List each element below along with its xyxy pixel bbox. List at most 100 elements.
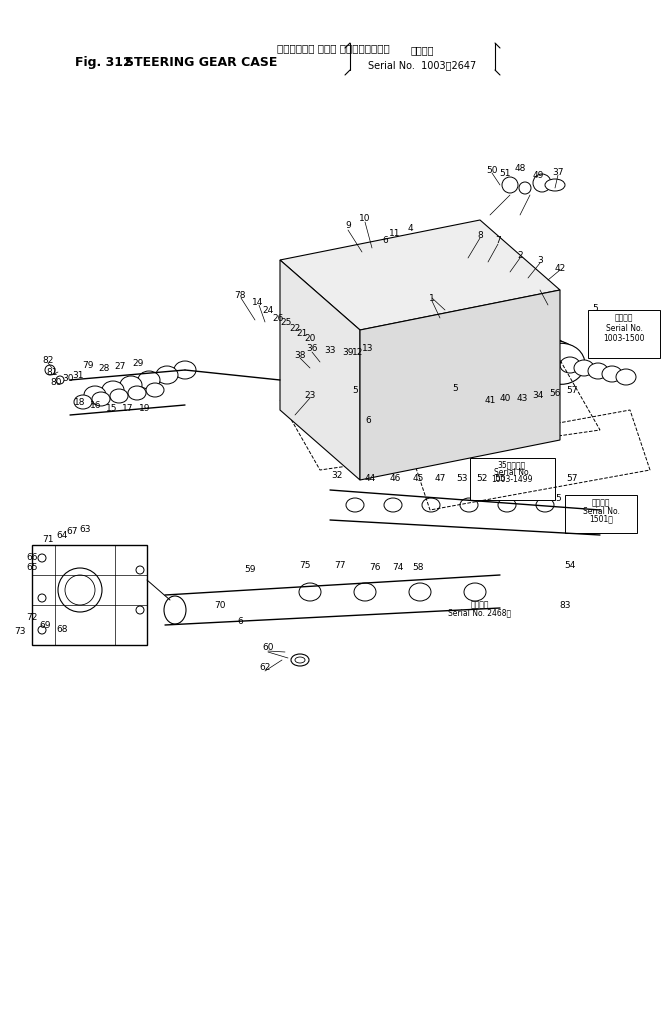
- Text: 35適用号機: 35適用号機: [498, 460, 526, 469]
- Ellipse shape: [120, 376, 142, 394]
- Text: 53: 53: [456, 474, 468, 483]
- Text: 34: 34: [532, 390, 544, 400]
- Text: 71: 71: [42, 535, 54, 545]
- Text: 31: 31: [72, 370, 84, 379]
- Ellipse shape: [523, 338, 574, 381]
- Text: 82: 82: [42, 356, 53, 364]
- Text: 37: 37: [552, 167, 564, 176]
- Text: 78: 78: [234, 290, 245, 299]
- Text: 25: 25: [280, 317, 291, 327]
- Text: 32: 32: [331, 470, 343, 480]
- Text: 57: 57: [566, 385, 578, 394]
- Text: 69: 69: [39, 621, 51, 630]
- Text: 47: 47: [434, 474, 446, 483]
- Text: 42: 42: [554, 264, 566, 273]
- Text: 8: 8: [477, 230, 483, 239]
- Text: 36: 36: [306, 344, 317, 353]
- Text: 10: 10: [360, 214, 371, 222]
- Text: 38: 38: [294, 351, 305, 360]
- Circle shape: [56, 376, 64, 384]
- Text: 83: 83: [559, 600, 571, 609]
- Text: 65: 65: [26, 564, 38, 573]
- Text: 54: 54: [564, 561, 576, 570]
- Text: 適用号機: 適用号機: [615, 313, 633, 322]
- Text: 79: 79: [82, 361, 94, 369]
- Ellipse shape: [588, 363, 608, 379]
- Text: Fig. 312: Fig. 312: [75, 56, 132, 69]
- Text: 51: 51: [500, 168, 511, 177]
- Text: 66: 66: [26, 554, 38, 563]
- Text: STEERING GEAR CASE: STEERING GEAR CASE: [125, 56, 277, 69]
- Ellipse shape: [354, 583, 376, 601]
- Ellipse shape: [574, 360, 594, 376]
- Ellipse shape: [464, 583, 486, 601]
- Text: 50: 50: [486, 165, 498, 174]
- Text: 52: 52: [476, 474, 488, 483]
- Ellipse shape: [409, 583, 431, 601]
- Text: 46: 46: [390, 474, 401, 483]
- Text: 適用号機: 適用号機: [410, 45, 434, 55]
- Text: 29: 29: [132, 359, 143, 367]
- Text: 23: 23: [304, 390, 315, 400]
- Ellipse shape: [602, 366, 622, 382]
- Text: 26: 26: [272, 313, 283, 322]
- Text: 60: 60: [262, 644, 273, 652]
- Text: 6: 6: [237, 618, 243, 627]
- Text: 56: 56: [549, 388, 561, 397]
- Ellipse shape: [348, 252, 412, 277]
- Text: 1003-1499: 1003-1499: [492, 475, 533, 484]
- Text: 19: 19: [139, 404, 151, 413]
- Text: ステアリング ギヤー ケース（適用号機: ステアリング ギヤー ケース（適用号機: [277, 43, 390, 53]
- Text: Serial No.: Serial No.: [494, 467, 530, 477]
- Text: 62: 62: [259, 663, 271, 672]
- Text: 22: 22: [289, 323, 301, 333]
- Ellipse shape: [530, 341, 580, 382]
- Text: 59: 59: [244, 566, 255, 575]
- Text: 30: 30: [62, 373, 74, 382]
- Ellipse shape: [102, 381, 124, 399]
- Text: 80: 80: [50, 377, 62, 386]
- Circle shape: [65, 575, 95, 605]
- Text: 適用号機: 適用号機: [471, 600, 490, 609]
- Text: 4: 4: [407, 223, 413, 232]
- Text: 1003-1500: 1003-1500: [603, 334, 645, 343]
- Ellipse shape: [138, 371, 160, 389]
- Text: 63: 63: [79, 525, 91, 534]
- Ellipse shape: [538, 344, 585, 384]
- Text: 33: 33: [324, 346, 336, 355]
- Text: 41: 41: [484, 395, 496, 405]
- Ellipse shape: [560, 357, 580, 373]
- Text: 49: 49: [532, 170, 544, 179]
- Circle shape: [45, 365, 55, 375]
- Text: 39: 39: [342, 348, 354, 357]
- Text: 73: 73: [14, 628, 26, 637]
- Bar: [565, 495, 637, 533]
- Text: 7: 7: [495, 235, 501, 244]
- Text: 28: 28: [98, 363, 109, 372]
- Text: 77: 77: [334, 561, 346, 570]
- Ellipse shape: [295, 657, 305, 663]
- Text: 67: 67: [66, 527, 78, 536]
- Text: 13: 13: [362, 344, 374, 353]
- Text: 64: 64: [56, 530, 67, 539]
- Text: 9: 9: [345, 220, 351, 229]
- Text: Serial No.  1003～2647: Serial No. 1003～2647: [368, 60, 476, 70]
- Ellipse shape: [384, 498, 402, 512]
- Text: 24: 24: [262, 305, 273, 314]
- Circle shape: [533, 174, 551, 192]
- Text: 44: 44: [364, 474, 376, 483]
- Circle shape: [58, 568, 102, 612]
- Text: 72: 72: [26, 613, 38, 623]
- Text: 74: 74: [392, 564, 404, 573]
- Text: 15: 15: [106, 404, 118, 413]
- Ellipse shape: [299, 583, 321, 601]
- Circle shape: [38, 554, 46, 562]
- Ellipse shape: [508, 333, 562, 377]
- Bar: [32, 545, 147, 645]
- Text: 17: 17: [122, 404, 134, 413]
- Ellipse shape: [422, 498, 440, 512]
- Text: 18: 18: [74, 397, 86, 407]
- Ellipse shape: [291, 654, 309, 666]
- Text: 76: 76: [370, 564, 381, 573]
- Text: 70: 70: [214, 600, 225, 609]
